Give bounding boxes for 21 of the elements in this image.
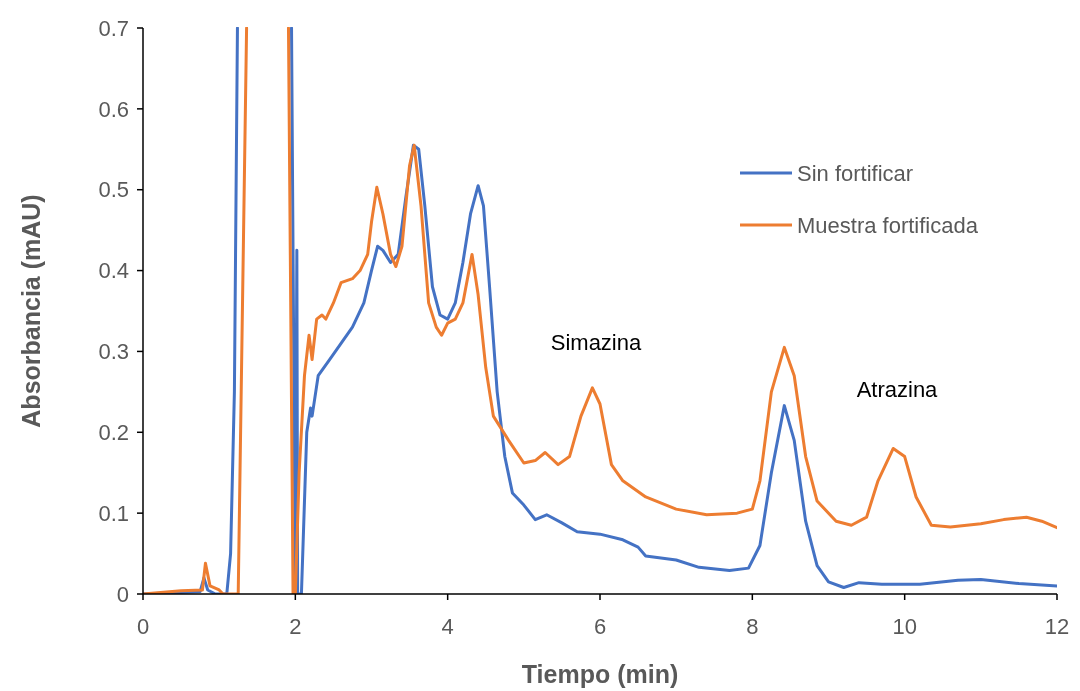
- x-tick-label: 12: [1044, 614, 1070, 639]
- y-tick-label: 0.3: [98, 339, 129, 365]
- x-tick-label: 4: [441, 614, 454, 639]
- x-tick-label: 10: [892, 614, 917, 639]
- y-tick-label: 0.4: [98, 258, 129, 284]
- y-tick-label: 0.5: [98, 177, 129, 203]
- y-tick-label: 0.2: [98, 419, 129, 445]
- x-tick-label: 8: [746, 614, 759, 639]
- y-tick-label: 0: [116, 581, 129, 607]
- y-axis-title: Absorbancia (mAU): [17, 194, 45, 428]
- y-tick-label: 0.6: [98, 96, 129, 122]
- x-axis-title: Tiempo (min): [521, 660, 679, 688]
- x-tick-label: 6: [593, 614, 607, 639]
- legend-label: Muestra fortificada: [797, 212, 979, 238]
- y-tick-label: 0.7: [98, 15, 129, 41]
- x-tick-label: 2: [289, 614, 302, 639]
- annotation: Simazina: [550, 330, 642, 355]
- legend-label: Sin fortificar: [797, 160, 914, 186]
- x-tick-label: 0: [136, 614, 150, 639]
- annotation: Atrazina: [856, 377, 939, 402]
- y-tick-label: 0.1: [98, 500, 129, 526]
